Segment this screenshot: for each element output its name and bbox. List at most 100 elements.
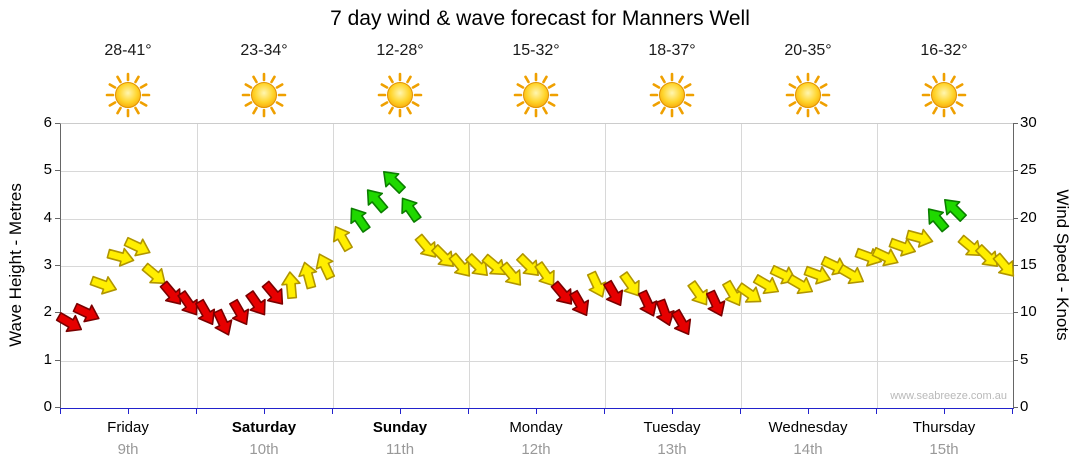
right-axis-tick <box>1013 407 1018 408</box>
right-axis-tick <box>1013 265 1018 266</box>
wind-arrow <box>556 281 602 327</box>
x-axis-tick <box>332 408 333 414</box>
left-axis-tick-label: 6 <box>43 114 52 131</box>
wind-arrow <box>216 290 262 336</box>
wind-arrow <box>182 290 228 336</box>
x-axis-tick <box>536 408 537 414</box>
wind-arrow <box>302 243 347 288</box>
wind-arrow <box>386 186 433 233</box>
day-label: Monday <box>509 419 563 436</box>
gridline-vertical <box>741 124 742 408</box>
wind-arrow <box>981 242 1029 290</box>
wind-arrow <box>796 254 840 298</box>
wind-arrow <box>165 280 212 327</box>
x-axis-tick <box>400 408 401 414</box>
right-axis-tick-label: 30 <box>1020 114 1037 131</box>
wind-arrow <box>625 281 670 326</box>
wind-arrow <box>504 242 552 290</box>
temperature-range: 12-28° <box>376 42 424 59</box>
left-axis-tick <box>55 217 60 219</box>
sun-icon <box>921 72 967 118</box>
wind-arrow <box>64 291 109 336</box>
day-label: Tuesday <box>643 419 701 436</box>
wind-arrow <box>929 185 977 233</box>
wind-arrow <box>963 232 1011 280</box>
left-axis-title: Wave Height - Metres <box>6 183 25 347</box>
gridline-horizontal <box>61 360 1013 362</box>
date-label: 14th <box>793 441 823 458</box>
left-axis-tick-label: 4 <box>43 208 52 226</box>
x-axis-tick <box>468 408 469 414</box>
sun-icon <box>649 72 695 118</box>
right-axis-title: Wind Speed - Knots <box>1053 189 1072 341</box>
left-axis-tick-label: 2 <box>43 303 52 321</box>
wind-arrow <box>82 263 126 307</box>
left-axis-tick <box>55 312 60 314</box>
left-axis-tick-label: 3 <box>43 256 52 273</box>
wind-arrow <box>643 292 687 336</box>
wind-arrow <box>863 234 908 279</box>
wind-arrow <box>272 267 309 304</box>
right-axis-tick-label: 15 <box>1020 256 1037 273</box>
temperature-range: 28-41° <box>104 42 152 59</box>
wind-arrow <box>777 262 823 308</box>
sun-icon <box>241 72 287 118</box>
wind-arrow <box>131 252 179 300</box>
wind-arrow <box>607 261 654 308</box>
wind-arrow <box>947 223 995 271</box>
gridline-horizontal <box>61 218 1013 220</box>
x-axis-tick <box>1012 408 1013 414</box>
x-axis-tick <box>672 408 673 414</box>
left-axis-tick-label: 1 <box>43 350 52 368</box>
left-axis-tick <box>55 123 60 124</box>
wind-arrow <box>828 252 874 298</box>
wind-arrow <box>419 232 467 280</box>
x-axis-tick <box>128 408 129 414</box>
wind-arrow <box>403 223 451 271</box>
temperature-range: 15-32° <box>512 42 560 59</box>
right-axis-tick <box>1013 123 1018 124</box>
wind-arrow <box>913 195 961 243</box>
x-axis-tick <box>808 408 809 414</box>
wind-arrow <box>233 280 280 327</box>
gridline-vertical <box>877 124 878 408</box>
sun-icon <box>785 72 831 118</box>
right-axis-tick <box>1013 312 1018 314</box>
date-label: 11th <box>385 441 415 458</box>
wind-arrow <box>899 217 941 259</box>
sun-icon <box>377 72 423 118</box>
temperature-range: 18-37° <box>648 42 696 59</box>
wind-arrow <box>693 281 738 326</box>
wind-arrow <box>726 271 773 318</box>
gridline-horizontal <box>61 171 1013 173</box>
gridline-vertical <box>197 124 198 408</box>
wind-arrow <box>471 242 519 290</box>
day-label: Wednesday <box>768 419 848 436</box>
right-axis-tick <box>1013 170 1018 172</box>
wind-arrow <box>368 157 416 205</box>
date-label: 9th <box>117 441 139 458</box>
left-axis-tick <box>55 407 60 408</box>
x-axis-tick <box>264 408 265 414</box>
right-axis-tick-label: 10 <box>1020 303 1037 321</box>
wind-arrow <box>335 195 382 242</box>
right-axis-tick-label: 0 <box>1020 398 1029 415</box>
x-axis-tick <box>604 408 605 414</box>
left-axis-tick <box>55 170 60 172</box>
watermark: www.seabreeze.com.au <box>890 390 1007 402</box>
wind-arrow <box>658 300 704 346</box>
wind-arrow <box>250 270 298 318</box>
wind-arrow <box>200 300 245 345</box>
gridline-horizontal <box>61 313 1013 315</box>
x-axis-tick <box>196 408 197 414</box>
wind-arrow <box>46 300 92 346</box>
temperature-range: 16-32° <box>920 42 968 59</box>
right-axis-tick-label: 20 <box>1020 208 1037 226</box>
wind-arrow <box>522 252 569 299</box>
day-label: Saturday <box>231 419 297 436</box>
left-axis-tick <box>55 265 60 266</box>
x-axis-tick <box>876 408 877 414</box>
day-label: Thursday <box>912 419 976 436</box>
x-axis-tick <box>60 408 61 414</box>
gridline-vertical <box>605 124 606 408</box>
